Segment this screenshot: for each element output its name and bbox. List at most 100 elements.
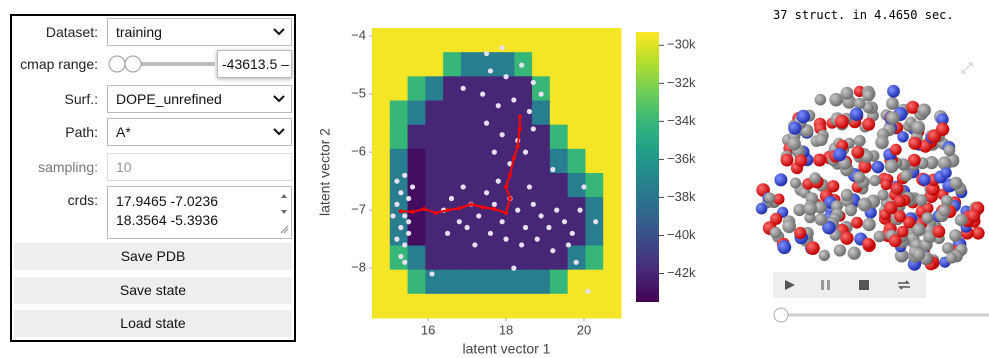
- scatter-point: [402, 213, 407, 218]
- save-pdb-button[interactable]: Save PDB: [14, 243, 292, 270]
- atom: [912, 223, 925, 236]
- chevron: [273, 95, 285, 103]
- heatmap-cell: [479, 246, 497, 271]
- path-point: [399, 209, 403, 213]
- slider-handle[interactable]: [109, 56, 125, 72]
- heatmap-cell: [568, 246, 586, 271]
- scatter-point: [523, 225, 528, 230]
- heatmap-cell: [532, 28, 550, 53]
- heatmap-cell: [585, 173, 603, 198]
- scatter-point: [472, 242, 477, 247]
- atom: [891, 182, 904, 195]
- heatmap-cell: [550, 125, 568, 150]
- sampling-input: 10: [107, 153, 292, 181]
- heatmap-cell: [461, 246, 479, 271]
- heatmap-cell: [497, 28, 515, 53]
- heatmap-cell: [443, 270, 461, 295]
- heatmap-cell: [603, 246, 621, 271]
- atom: [887, 85, 900, 98]
- heatmap-cell: [425, 173, 443, 198]
- colorbar-tick-label: −42k: [667, 265, 696, 280]
- dataset-select[interactable]: training: [107, 18, 292, 46]
- heatmap-cell: [532, 76, 550, 101]
- range-slider[interactable]: [107, 52, 217, 76]
- scatter-point: [503, 74, 508, 79]
- path-point: [422, 207, 426, 211]
- colorbar-tick-label: −40k: [667, 227, 696, 242]
- scatter-point: [398, 225, 403, 230]
- heatmap-cell: [443, 294, 461, 319]
- atom: [886, 111, 900, 125]
- heatmap-cell: [532, 173, 550, 198]
- heatmap-cell: [479, 76, 497, 101]
- heatmap-cell: [603, 52, 621, 77]
- x-tick-label: 18: [499, 322, 513, 337]
- heatmap-cell: [532, 294, 550, 319]
- scatter-point: [398, 254, 403, 259]
- path-point: [469, 202, 473, 206]
- load-state-button[interactable]: Load state: [14, 310, 292, 337]
- heatmap-cell: [603, 76, 621, 101]
- heatmap-cell: [408, 52, 426, 77]
- atom: [897, 226, 909, 238]
- heatmap-cell: [585, 101, 603, 126]
- slider-handle[interactable]: [125, 56, 141, 72]
- heatmap-cell: [585, 294, 603, 319]
- heatmap-cell: [603, 125, 621, 150]
- atom: [872, 161, 885, 174]
- path-point: [434, 211, 438, 215]
- y-tick-label: −5: [351, 86, 366, 101]
- crds-textarea[interactable]: 17.9465 -7.0236 18.3564 -5.3936: [107, 186, 292, 239]
- heatmap-cell: [372, 52, 390, 77]
- heatmap-cell: [603, 294, 621, 319]
- heatmap-cell: [408, 173, 426, 198]
- save-state-button[interactable]: Save state: [14, 277, 292, 304]
- heatmap-cell: [568, 149, 586, 174]
- scatter-point: [523, 150, 528, 155]
- surf-label: Surf.:: [12, 85, 98, 113]
- atom: [916, 194, 928, 206]
- heatmap-cell: [390, 101, 408, 126]
- scatter-point: [410, 184, 415, 189]
- frame-slider-handle[interactable]: [774, 308, 788, 322]
- atom: [815, 94, 827, 106]
- surf-value: DOPE_unrefined: [116, 91, 222, 107]
- heatmap-cell: [372, 125, 390, 150]
- atom: [897, 131, 908, 142]
- heatmap-cell: [461, 101, 479, 126]
- scatter-point: [445, 231, 450, 236]
- atom: [854, 135, 866, 147]
- heatmap-cell: [479, 125, 497, 150]
- heatmap-cell: [603, 221, 621, 246]
- heatmap-cell: [585, 28, 603, 53]
- scatter-point: [574, 260, 579, 265]
- path-point: [518, 115, 522, 119]
- heatmap-cell: [461, 294, 479, 319]
- y-tick-label: −7: [351, 202, 366, 217]
- scatter-point: [531, 80, 536, 85]
- heatmap-cell: [425, 221, 443, 246]
- heatmap-cell: [479, 52, 497, 77]
- scatter-point: [535, 237, 540, 242]
- heatmap-cell: [550, 221, 568, 246]
- heatmap-cell: [497, 221, 515, 246]
- heatmap-cell: [390, 52, 408, 77]
- scatter-point: [398, 190, 403, 195]
- heatmap-cell: [497, 125, 515, 150]
- atom: [875, 136, 889, 150]
- path-point: [508, 197, 512, 201]
- heatmap-cell: [603, 101, 621, 126]
- scatter-point: [570, 231, 575, 236]
- stop-button[interactable]: [859, 280, 869, 290]
- path-select[interactable]: A*: [107, 118, 292, 146]
- path-value: A*: [116, 124, 131, 140]
- scatter-point: [539, 92, 544, 97]
- colorbar-tick-label: −30k: [667, 37, 696, 52]
- atom: [885, 159, 899, 173]
- surf-select[interactable]: DOPE_unrefined: [107, 85, 292, 113]
- chevron: [273, 128, 285, 136]
- heatmap-cell: [568, 197, 586, 222]
- scatter-point: [519, 242, 524, 247]
- cmap-input[interactable]: -43613.5 – -3: [217, 50, 292, 78]
- heatmap-cell: [408, 149, 426, 174]
